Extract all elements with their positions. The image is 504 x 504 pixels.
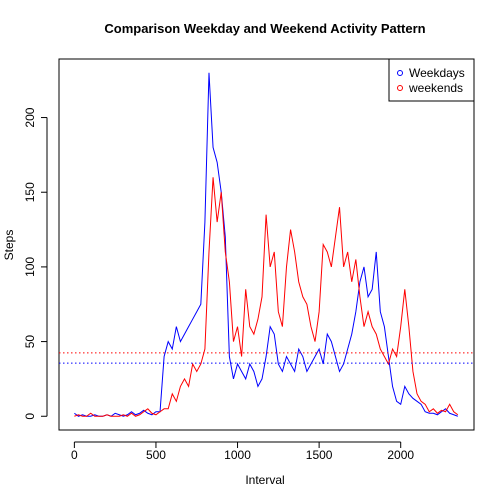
x-axis-label: Interval <box>245 473 284 487</box>
legend-box <box>388 58 475 102</box>
x-tick-label: 2000 <box>387 448 414 462</box>
legend-label: Weekdays <box>409 66 465 80</box>
x-tick-label: 1500 <box>306 448 333 462</box>
y-tick-label: 50 <box>23 335 37 349</box>
y-tick-label: 150 <box>23 182 37 202</box>
y-tick-label: 0 <box>23 413 37 420</box>
legend-marker <box>397 85 403 91</box>
x-tick-label: 500 <box>146 448 166 462</box>
plot-frame <box>58 58 475 431</box>
chart-title: Comparison Weekday and Weekend Activity … <box>104 21 425 36</box>
x-tick-label: 1000 <box>224 448 251 462</box>
legend-label: weekends <box>408 81 463 95</box>
y-tick-label: 100 <box>23 257 37 277</box>
x-tick-label: 0 <box>71 448 78 462</box>
y-axis-label: Steps <box>2 230 16 261</box>
data-line <box>74 72 458 417</box>
data-line <box>74 177 459 417</box>
legend-marker <box>397 70 403 76</box>
y-tick-label: 200 <box>23 107 37 127</box>
